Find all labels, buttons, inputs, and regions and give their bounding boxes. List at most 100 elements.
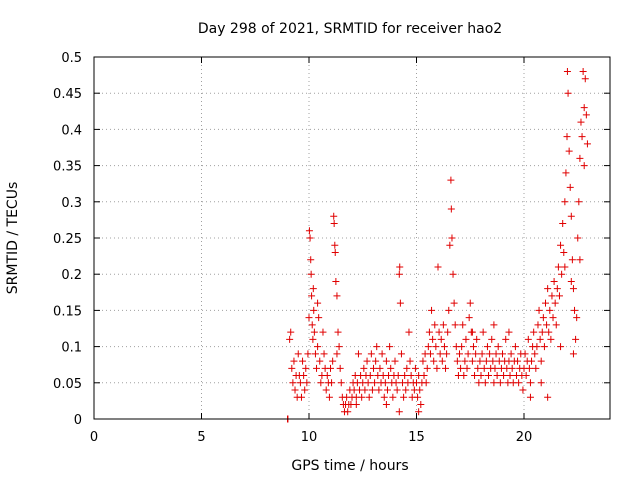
data-point xyxy=(442,364,450,372)
data-point xyxy=(535,306,543,314)
data-point xyxy=(419,357,427,365)
data-point xyxy=(439,321,447,329)
data-point xyxy=(536,335,544,343)
data-point xyxy=(344,408,352,416)
data-point xyxy=(308,321,316,329)
data-point xyxy=(468,328,476,336)
data-point xyxy=(565,147,573,155)
data-point xyxy=(430,357,438,365)
data-point xyxy=(337,379,345,387)
data-point xyxy=(417,401,425,409)
data-point xyxy=(451,321,459,329)
data-point xyxy=(314,343,322,351)
data-point xyxy=(317,379,325,387)
data-point xyxy=(403,364,411,372)
data-point xyxy=(307,270,315,278)
data-point xyxy=(305,314,313,322)
data-point xyxy=(287,328,295,336)
data-point xyxy=(289,379,297,387)
data-point xyxy=(569,285,577,293)
data-point xyxy=(299,357,307,365)
y-tick-label: 0.45 xyxy=(53,87,82,102)
data-point xyxy=(472,350,480,358)
data-point xyxy=(391,357,399,365)
data-point xyxy=(473,335,481,343)
data-point xyxy=(522,372,530,380)
data-point xyxy=(538,328,546,336)
y-tick-label: 0.25 xyxy=(53,232,82,247)
data-point xyxy=(508,364,516,372)
y-tick-label: 0.4 xyxy=(61,123,82,138)
data-point xyxy=(568,256,576,264)
data-point xyxy=(402,386,410,394)
data-point xyxy=(533,343,541,351)
data-point xyxy=(334,328,342,336)
data-point xyxy=(358,393,366,401)
data-point xyxy=(394,372,402,380)
data-point xyxy=(466,299,474,307)
data-point xyxy=(545,328,553,336)
data-point xyxy=(368,386,376,394)
data-point xyxy=(552,321,560,329)
data-point xyxy=(333,292,341,300)
data-point xyxy=(549,314,557,322)
data-point xyxy=(316,357,324,365)
data-point xyxy=(502,335,510,343)
data-point xyxy=(493,372,501,380)
data-point xyxy=(354,350,362,358)
data-point xyxy=(327,364,334,372)
y-tick-label: 0.15 xyxy=(53,304,82,319)
axis-ticks: 0 5 10 15 20 0 0.05 0.1 0.15 0.2 0.25 0.3 0.35 0.4 0.4… xyxy=(53,51,610,445)
data-point xyxy=(397,350,405,358)
data-point xyxy=(521,350,529,358)
data-point xyxy=(551,299,559,307)
data-point xyxy=(405,328,413,336)
data-point xyxy=(434,263,442,271)
data-point xyxy=(557,241,565,249)
data-point xyxy=(558,270,566,278)
data-point xyxy=(475,379,483,387)
data-point xyxy=(447,176,455,184)
data-point xyxy=(476,357,484,365)
data-point xyxy=(528,357,536,365)
data-point xyxy=(507,350,515,358)
data-point xyxy=(331,241,339,249)
data-point xyxy=(433,364,441,372)
data-point xyxy=(567,277,575,285)
data-point xyxy=(435,328,443,336)
data-point xyxy=(291,386,299,394)
data-point xyxy=(366,372,374,380)
data-point xyxy=(322,386,330,394)
data-point xyxy=(445,306,453,314)
data-point xyxy=(303,379,311,387)
data-point xyxy=(325,393,333,401)
data-point xyxy=(553,285,561,293)
x-axis-label: GPS time / hours xyxy=(291,458,408,474)
data-point xyxy=(415,408,423,416)
data-point xyxy=(478,350,486,358)
data-point xyxy=(463,364,471,372)
data-point xyxy=(332,277,340,285)
data-point xyxy=(437,335,445,343)
data-point xyxy=(313,364,321,372)
x-tick-label: 5 xyxy=(197,430,205,445)
y-tick-label: 0.05 xyxy=(53,377,82,392)
data-point xyxy=(361,386,369,394)
data-point xyxy=(576,256,584,264)
data-point xyxy=(297,393,305,401)
data-point xyxy=(396,263,404,271)
data-point xyxy=(457,364,465,372)
data-point xyxy=(561,198,569,206)
data-point xyxy=(436,350,444,358)
data-point xyxy=(490,321,498,329)
data-point xyxy=(315,314,323,322)
data-point xyxy=(376,364,384,372)
data-point xyxy=(548,292,556,300)
data-point xyxy=(329,357,337,365)
data-point xyxy=(424,343,432,351)
data-point xyxy=(310,328,318,336)
data-point xyxy=(506,372,514,380)
data-point xyxy=(373,343,381,351)
data-point xyxy=(577,118,585,126)
